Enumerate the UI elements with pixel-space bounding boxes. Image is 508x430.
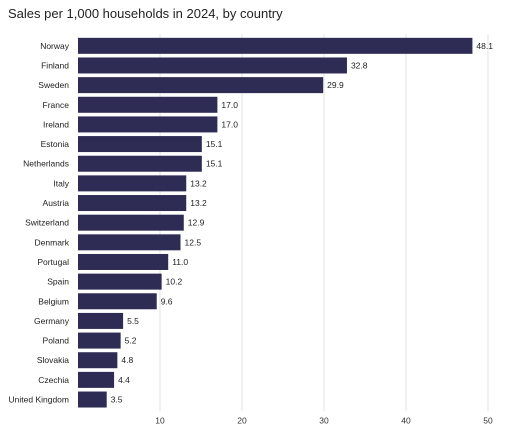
bar-italy — [78, 175, 187, 192]
bar-netherlands — [78, 155, 202, 172]
x-tick-label-20: 20 — [237, 415, 247, 425]
bar-slovakia — [78, 352, 118, 369]
bar-germany — [78, 312, 124, 329]
category-label-denmark: Denmark — [35, 237, 70, 247]
category-label-estonia: Estonia — [41, 139, 70, 149]
category-label-norway: Norway — [40, 41, 70, 51]
x-axis-ticks: 10 20 30 40 50 — [155, 415, 493, 425]
bar-austria — [78, 195, 187, 212]
category-label-united-kingdom: United Kingdom — [9, 395, 69, 405]
bar-ireland — [78, 116, 218, 133]
x-tick-label-40: 40 — [401, 415, 411, 425]
bars — [78, 37, 473, 408]
x-tick-label-10: 10 — [155, 415, 165, 425]
category-label-austria: Austria — [43, 198, 70, 208]
bar-poland — [78, 332, 121, 349]
value-label-czechia: 4.4 — [118, 375, 130, 385]
category-label-poland: Poland — [43, 336, 70, 346]
value-label-germany: 5.5 — [127, 316, 139, 326]
x-tick-label-50: 50 — [483, 415, 493, 425]
category-label-ireland: Ireland — [43, 119, 69, 129]
category-label-netherlands: Netherlands — [23, 159, 69, 169]
value-label-italy: 13.2 — [190, 178, 207, 188]
value-label-slovakia: 4.8 — [121, 355, 133, 365]
value-label-ireland: 17.0 — [221, 119, 238, 129]
value-label-poland: 5.2 — [125, 336, 137, 346]
value-label-united-kingdom: 3.5 — [111, 395, 123, 405]
bar-spain — [78, 273, 162, 290]
category-label-slovakia: Slovakia — [37, 355, 69, 365]
bar-czechia — [78, 371, 115, 388]
value-label-switzerland: 12.9 — [188, 218, 205, 228]
category-label-czechia: Czechia — [38, 375, 69, 385]
category-label-sweden: Sweden — [38, 80, 69, 90]
bar-portugal — [78, 253, 169, 270]
bar-finland — [78, 57, 347, 74]
bar-france — [78, 96, 218, 113]
chart-title: Sales per 1,000 households in 2024, by c… — [8, 6, 283, 21]
value-label-finland: 32.8 — [351, 60, 368, 70]
bar-denmark — [78, 234, 181, 251]
value-label-denmark: 12.5 — [185, 237, 202, 247]
category-label-spain: Spain — [47, 277, 69, 287]
value-label-portugal: 11.0 — [172, 257, 188, 267]
value-label-spain: 10.2 — [166, 277, 183, 287]
bar-estonia — [78, 136, 202, 153]
category-label-belgium: Belgium — [38, 296, 69, 306]
category-label-italy: Italy — [53, 178, 69, 188]
value-label-estonia: 15.1 — [206, 139, 223, 149]
value-labels: 48.1 32.8 29.9 17.0 17.0 15.1 15.1 13.2 13.2 12.9… — [111, 41, 494, 405]
value-label-france: 17.0 — [221, 100, 238, 110]
bar-norway — [78, 37, 473, 54]
bar-sweden — [78, 77, 324, 94]
bar-united-kingdom — [78, 391, 107, 408]
category-label-switzerland: Switzerland — [25, 218, 69, 228]
x-tick-label-30: 30 — [319, 415, 329, 425]
category-label-france: France — [43, 100, 70, 110]
value-label-austria: 13.2 — [190, 198, 207, 208]
value-label-netherlands: 15.1 — [206, 159, 223, 169]
value-label-belgium: 9.6 — [161, 296, 173, 306]
value-label-norway: 48.1 — [476, 41, 493, 51]
category-label-finland: Finland — [41, 60, 69, 70]
bar-switzerland — [78, 214, 184, 231]
category-labels: Norway Finland Sweden France Ireland Estonia N… — [9, 41, 70, 405]
value-label-sweden: 29.9 — [327, 80, 344, 90]
category-label-portugal: Portugal — [37, 257, 69, 267]
bar-belgium — [78, 293, 157, 310]
category-label-germany: Germany — [34, 316, 70, 326]
